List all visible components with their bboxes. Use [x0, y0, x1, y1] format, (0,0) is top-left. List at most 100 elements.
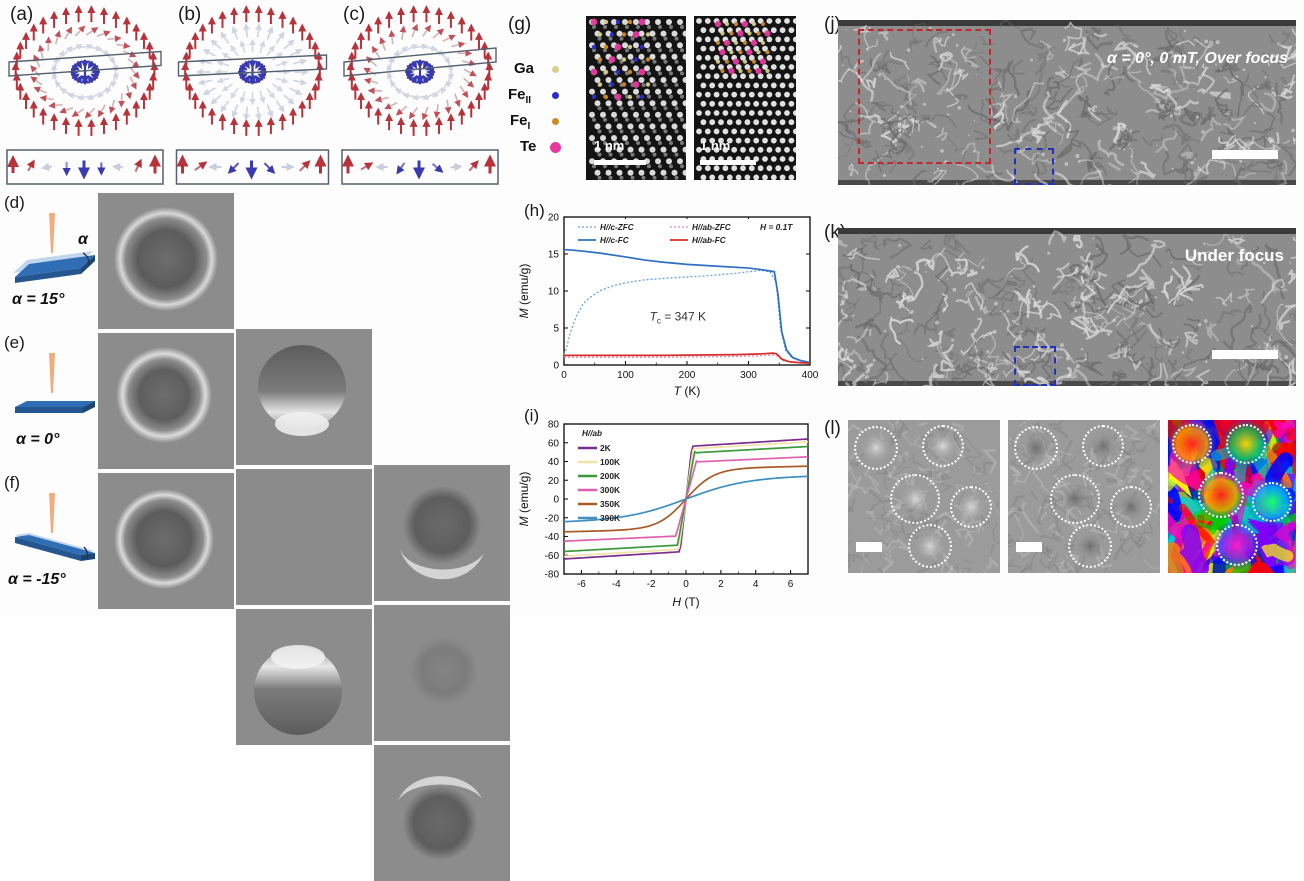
skyrmion-circle-1 — [854, 426, 898, 470]
svg-text:H//ab-ZFC: H//ab-ZFC — [692, 223, 732, 232]
svg-text:10: 10 — [548, 287, 560, 298]
svg-text:-20: -20 — [545, 513, 560, 524]
sim-image-e3 — [374, 605, 510, 741]
svg-text:0: 0 — [553, 495, 559, 506]
svg-text:6: 6 — [788, 579, 794, 590]
scalebar-left — [594, 160, 646, 165]
scalebar-l1 — [856, 542, 882, 552]
svg-text:20: 20 — [548, 476, 560, 487]
panel-e-alpha-value: α = 0° — [16, 431, 59, 449]
panel-e: (e) α = 0° — [0, 333, 505, 473]
legend-fe2-sub: II — [526, 95, 532, 106]
skyrmion-circle-8 — [1050, 474, 1100, 524]
svg-text:60: 60 — [548, 438, 560, 449]
scalebar-k — [1212, 350, 1278, 359]
panel-j-overlay-text: α = 0°, 0 mT, Over focus — [1107, 50, 1288, 68]
tilt-schematic-d — [5, 205, 105, 305]
svg-text:300K: 300K — [600, 485, 620, 495]
svg-text:-6: -6 — [577, 579, 586, 590]
legend-te-label: Te — [520, 138, 536, 155]
svg-text:-80: -80 — [545, 570, 560, 581]
svg-text:H//c-ZFC: H//c-ZFC — [600, 223, 635, 232]
skyrmion-circle-7 — [1082, 425, 1124, 467]
ltem-image-j: α = 0°, 0 mT, Over focus — [838, 20, 1296, 185]
legend-te-dot — [550, 142, 561, 153]
panel-l-label: (l) — [824, 418, 841, 440]
svg-text:5: 5 — [553, 324, 559, 335]
panel-a: (a) — [0, 0, 170, 190]
legend-fe1-text: Fe — [510, 112, 528, 129]
ltem-image-k: Under focus — [838, 228, 1296, 386]
svg-text:390K: 390K — [600, 513, 620, 523]
skyrmion-circle-2 — [922, 425, 964, 467]
svg-text:T (K): T (K) — [674, 384, 701, 398]
svg-text:H = 0.1T: H = 0.1T — [760, 222, 793, 232]
panel-d-alpha-symbol: α — [78, 231, 88, 249]
panel-c-spin-texture — [335, 0, 505, 190]
svg-text:H//ab: H//ab — [582, 429, 602, 438]
skyrmion-circle-14 — [1252, 482, 1292, 522]
svg-text:-60: -60 — [545, 551, 560, 562]
svg-text:200: 200 — [679, 370, 696, 381]
sim-image-f1 — [98, 473, 234, 609]
svg-text:200K: 200K — [600, 471, 620, 481]
legend-ga-label: Ga — [514, 60, 534, 77]
panel-d: (d) α α = 15° — [0, 193, 505, 333]
panel-c: (c) — [335, 0, 505, 190]
svg-text:15: 15 — [548, 250, 560, 261]
legend-ga-text: Ga — [514, 60, 534, 77]
svg-text:0: 0 — [553, 361, 559, 372]
panel-a-spin-texture — [0, 0, 170, 190]
svg-text:M (emu/g): M (emu/g) — [517, 264, 531, 319]
skyrmion-circle-4 — [950, 486, 992, 528]
svg-text:300: 300 — [740, 370, 757, 381]
panel-k-overlay-text: Under focus — [1185, 246, 1284, 266]
skyrmion-circle-9 — [1110, 486, 1152, 528]
svg-text:350K: 350K — [600, 499, 620, 509]
svg-text:20: 20 — [548, 213, 560, 224]
svg-text:H//ab-FC: H//ab-FC — [692, 236, 727, 245]
svg-text:100: 100 — [617, 370, 634, 381]
skyrmion-circle-5 — [908, 524, 952, 568]
legend-fe1-label: FeI — [510, 112, 530, 132]
panel-g-label: (g) — [508, 14, 531, 36]
svg-text:0: 0 — [683, 579, 689, 590]
scalebar-label-right: 1 nm — [700, 138, 730, 153]
svg-text:80: 80 — [548, 420, 560, 431]
stem-image-left: 1 nm — [586, 16, 686, 180]
panel-l: (l) — [822, 398, 1304, 620]
panel-d-alpha-value: α = 15° — [12, 291, 64, 309]
svg-text:-2: -2 — [647, 579, 656, 590]
scalebar-j — [1212, 150, 1278, 159]
sim-image-f2 — [236, 609, 372, 745]
svg-text:M (emu/g): M (emu/g) — [517, 472, 531, 527]
panel-j: (j) α = 0°, 0 mT, Over focus — [822, 0, 1304, 192]
skyrmion-circle-12 — [1226, 424, 1266, 464]
svg-text:400: 400 — [802, 370, 819, 381]
legend-fe2-label: FeII — [508, 86, 531, 106]
panel-g: (g) Ga FeII FeI Te 1 nm 1 nm — [508, 0, 818, 190]
figure-canvas: (a) (b) (c) (d) α α = 15° — [0, 0, 1304, 620]
svg-text:-4: -4 — [612, 579, 621, 590]
svg-text:40: 40 — [548, 457, 560, 468]
sim-image-d1 — [98, 193, 234, 329]
panel-f: (f) α = -15° — [0, 473, 505, 613]
legend-fe1-dot — [552, 118, 559, 125]
tilt-schematic-f — [5, 485, 105, 585]
stem-image-right: 1 nm — [694, 16, 796, 180]
ltem-zoom-over — [848, 420, 1000, 573]
sim-image-e1 — [98, 333, 234, 469]
panel-f-alpha-value: α = -15° — [8, 571, 66, 589]
legend-fe2-dot — [552, 92, 559, 99]
svg-text:100K: 100K — [600, 457, 620, 467]
sim-image-f3 — [374, 745, 510, 881]
svg-text:0: 0 — [561, 370, 567, 381]
roi-red-box-j — [858, 29, 991, 164]
legend-fe2-text: Fe — [508, 86, 526, 103]
skyrmion-circle-13 — [1198, 472, 1244, 518]
tilt-schematic-e — [5, 345, 105, 445]
magnetization-map — [1168, 420, 1296, 573]
roi-blue-box-j — [1014, 148, 1054, 185]
